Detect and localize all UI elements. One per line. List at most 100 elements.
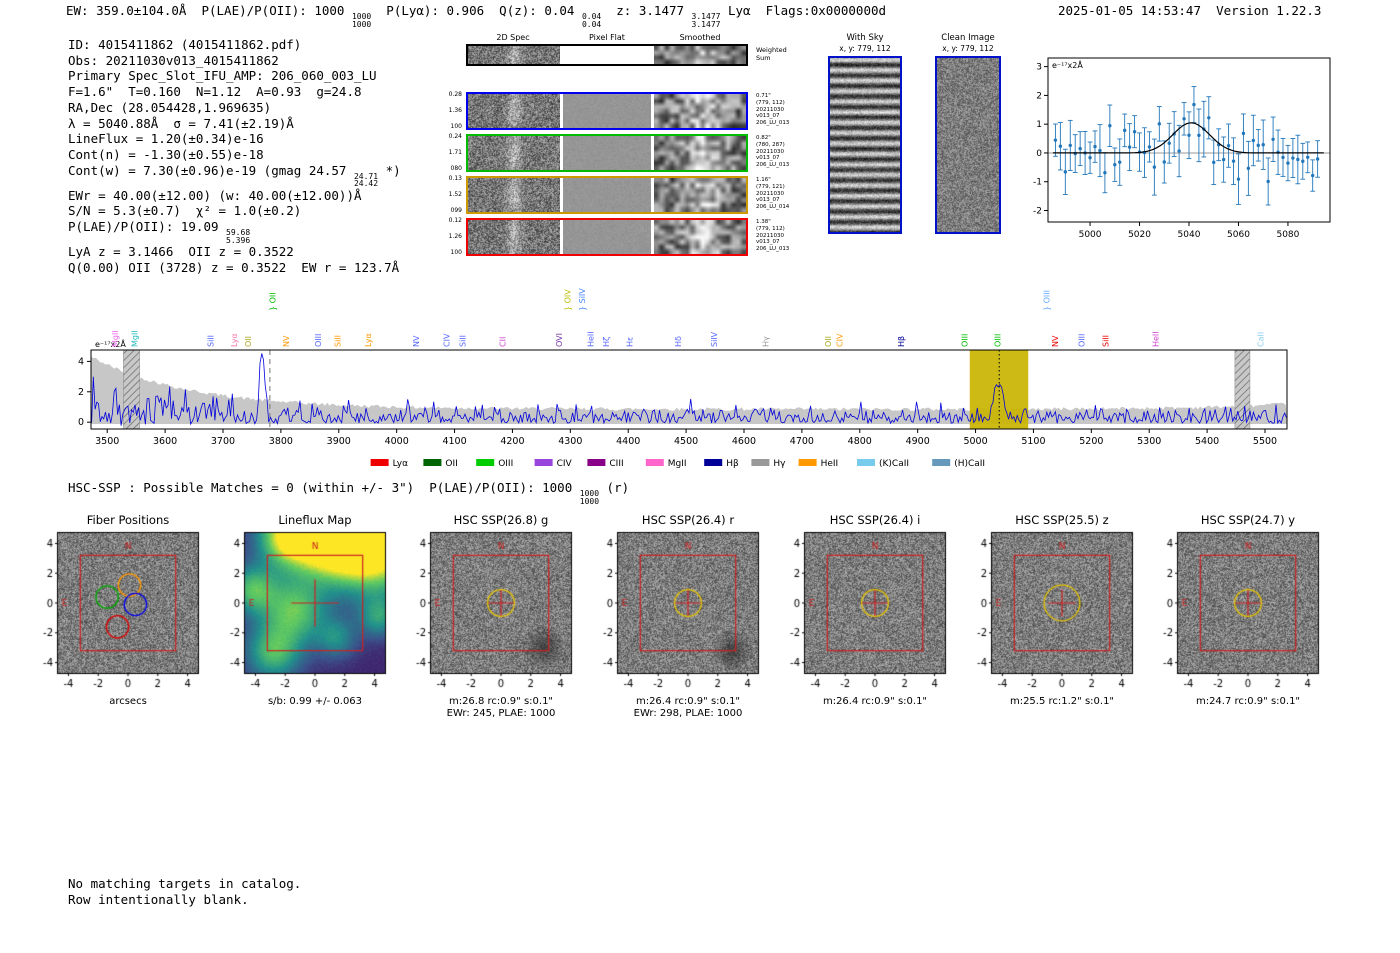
spec2d-column-header: Pixel Flat	[589, 33, 625, 42]
x-tick-label: 5040	[1178, 230, 1201, 240]
text-segment: F=1.6" T=0.160 N=1.12 A=0.93 g=24.8	[68, 84, 362, 100]
footer-notes: No matching targets in catalog. Row inten…	[68, 876, 301, 907]
text-segment: Lyα Flags:0x0000000d	[720, 3, 887, 18]
header-summary-line: EW: 359.0±104.0Å P(LAE)/P(OII): 1000 100…	[66, 3, 886, 28]
legend-label: OII	[445, 459, 457, 469]
cutout-panel: HSC SSP(24.7) y m:24.7 rc:0.9" s:0.1"	[1145, 512, 1332, 730]
emission-line-label: MgII	[130, 330, 139, 347]
text-segment: P(Lyα): 0.906 Q(z): 0.04	[371, 3, 582, 18]
header-meta: 2025-01-05 14:53:47 Version 1.22.3	[1058, 3, 1321, 18]
cutout-panel: HSC SSP(26.4) i m:26.4 rc:0.9" s:0.1"	[772, 512, 959, 730]
flux-units-annotation: e⁻¹⁷x2Å	[95, 338, 126, 349]
text-segment: HSC-SSP : Possible Matches = 0 (within +…	[68, 480, 580, 495]
text-segment: P(LAE)/P(OII): 19.09	[68, 219, 227, 235]
x-tick-label: 3900	[327, 436, 351, 447]
legend-label: HeII	[821, 459, 839, 469]
report-version: Version 1.22.3	[1216, 3, 1322, 18]
x-tick-label: 5400	[1195, 436, 1219, 447]
spec2d-image	[468, 178, 560, 212]
spec2d-row-left-labels: 0.12 1.26 100	[448, 217, 462, 256]
legend-swatch	[370, 459, 389, 466]
text-segment: ID: 4015411862 (4015411862.pdf)	[68, 37, 302, 52]
pixel-flat-image	[563, 220, 651, 254]
cutout-caption-line: m:25.5 rc:1.2" s:0.1"	[1009, 696, 1115, 707]
emission-line-label: } SiIV	[578, 288, 587, 311]
footer-line: Row intentionally blank.	[68, 891, 249, 907]
spec2d-panel: 2D Spec Pixel Flat Smoothed Weighted Sum 0.28…	[440, 30, 820, 265]
stacked-fraction: 1000 1000	[351, 12, 372, 29]
emission-line-label: HeII	[587, 331, 596, 347]
smoothed-image	[654, 178, 746, 212]
stacked-fraction: 1000 1000	[579, 489, 600, 506]
masked-region	[1234, 349, 1251, 430]
emission-line-label: } OIV	[563, 289, 572, 311]
legend-swatch	[932, 459, 951, 466]
x-tick-label: 4000	[385, 436, 409, 447]
legend-label: CIV	[557, 459, 573, 469]
emission-line-label: NV	[412, 335, 421, 347]
y-tick-label: 4	[78, 356, 84, 367]
emission-line-label: Lyα	[364, 333, 373, 347]
text-segment: LyA z = 3.1466 OII z = 0.3522	[68, 244, 294, 260]
spec2d-row-annotation: 1.38" (779, 112) 20211030 v013_07 206_LU_013	[756, 219, 790, 253]
x-tick-label: 5100	[1021, 436, 1045, 447]
emission-line-label: Hδ	[674, 336, 683, 347]
x-tick-label: 3500	[95, 436, 119, 447]
emission-line-label: Hγ	[761, 336, 770, 347]
emission-line-label: SiII	[459, 335, 468, 347]
emission-line-labels: MgII MgII SiII Lyα OII} OII NV OIII SiII Lyα NV CI…	[111, 288, 1265, 347]
emission-line-label: } OII	[269, 292, 278, 311]
x-tick-label: 5000	[963, 436, 987, 447]
spec2d-row-left-labels: 0.28 1.36 100	[448, 91, 462, 130]
clean-image-panel: Clean Image x, y: 779, 112	[925, 33, 1011, 234]
smoothed-image	[654, 94, 746, 128]
x-tick-label: 3700	[211, 436, 235, 447]
text-segment: Cont(w) = 7.30(±0.96)e-19 (gmag 24.57	[68, 162, 354, 178]
x-tick-label: 4600	[732, 436, 756, 447]
x-tick-label: 5020	[1128, 230, 1151, 240]
cutout-caption-line: m:26.4 rc:0.9" s:0.1"	[822, 696, 928, 707]
spec2d-image	[468, 136, 560, 170]
text-segment: z: 3.1477	[601, 3, 692, 18]
spec2d-image	[468, 94, 560, 128]
emission-line-label: SiII	[1102, 335, 1111, 347]
spec2d-fiber-row	[466, 176, 748, 214]
axes-box	[90, 349, 1288, 430]
spec2d-column-header: 2D Spec	[496, 33, 530, 42]
stacked-fraction: 0.04 0.04	[581, 12, 602, 29]
spectrum-line	[91, 353, 1287, 426]
x-tick-label: 3800	[269, 436, 293, 447]
clean-image-title: Clean Image	[941, 33, 995, 43]
cutout-canvas	[959, 529, 1146, 693]
pixel-flat-image	[563, 94, 651, 128]
noise-envelope	[91, 356, 1287, 424]
y-tick-label: 1	[1036, 120, 1042, 130]
smoothed-image	[654, 46, 746, 64]
cutout-captions: m:26.4 rc:0.9" s:0.1"	[782, 696, 968, 708]
with-sky-title: With Sky	[846, 33, 884, 43]
cutout-title: Lineflux Map	[278, 513, 352, 527]
x-tick-label: 4900	[906, 436, 930, 447]
text-segment: LineFlux = 1.20(±0.34)e-16	[68, 131, 264, 147]
hsc-matches-line: HSC-SSP : Possible Matches = 0 (within +…	[68, 480, 629, 505]
data-points	[1053, 86, 1321, 206]
legend-swatch	[423, 459, 442, 466]
x-tick-label: 5000	[1079, 230, 1102, 240]
cutout-title: HSC SSP(25.5) z	[1015, 513, 1109, 527]
cutout-caption-line: m:26.4 rc:0.9" s:0.1"	[635, 696, 741, 707]
emission-line-label: NV	[1051, 335, 1060, 347]
emission-line-label: NV	[282, 335, 291, 347]
cutout-caption-line: s/b: 0.99 +/- 0.063	[267, 696, 363, 707]
info-line: S/N = 5.3(±0.7) χ² = 1.0(±0.2)	[68, 203, 401, 219]
cutout-canvas	[212, 529, 399, 693]
emission-line-label: CII	[499, 337, 508, 347]
spec2d-weighted-row	[466, 44, 748, 66]
emission-line-label: MgII	[111, 330, 120, 347]
cutout-panel: Lineflux Map s/b: 0.99 +/- 0.063	[212, 512, 399, 730]
legend-label: OIII	[498, 459, 513, 469]
emission-line-label: OIII	[993, 334, 1002, 347]
text-segment: λ = 5040.88Å σ = 7.41(±2.19)Å	[68, 115, 294, 131]
legend-swatch	[751, 459, 770, 466]
cutout-captions: s/b: 0.99 +/- 0.063	[222, 696, 408, 708]
x-tick-label: 4400	[616, 436, 640, 447]
